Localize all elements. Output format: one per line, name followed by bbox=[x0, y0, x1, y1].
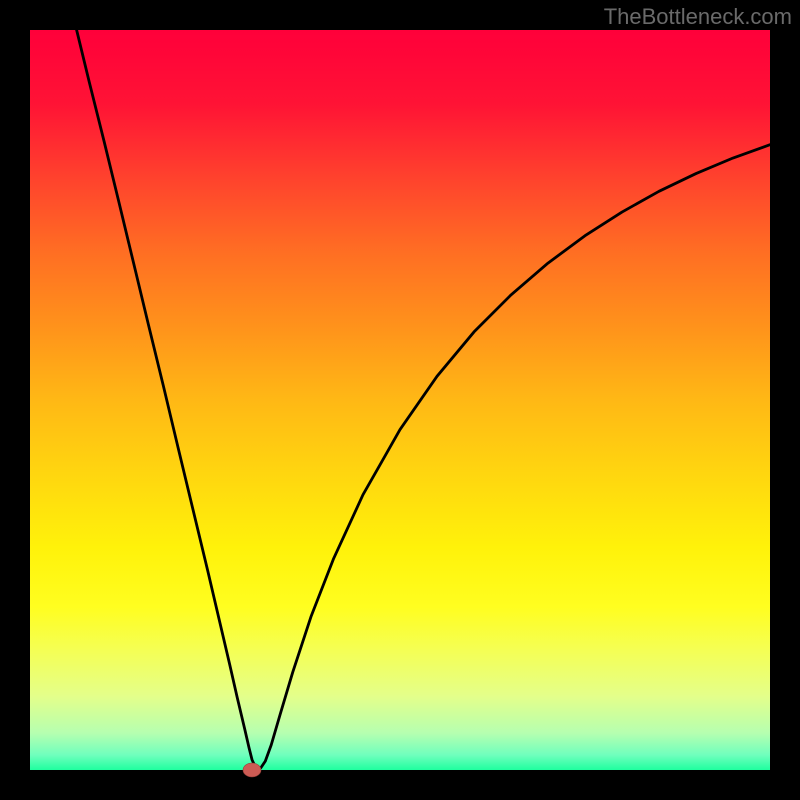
watermark-text: TheBottleneck.com bbox=[604, 4, 792, 30]
plot-area bbox=[30, 30, 770, 770]
optimal-point-marker bbox=[243, 763, 261, 777]
chart-container: TheBottleneck.com bbox=[0, 0, 800, 800]
bottleneck-chart bbox=[0, 0, 800, 800]
